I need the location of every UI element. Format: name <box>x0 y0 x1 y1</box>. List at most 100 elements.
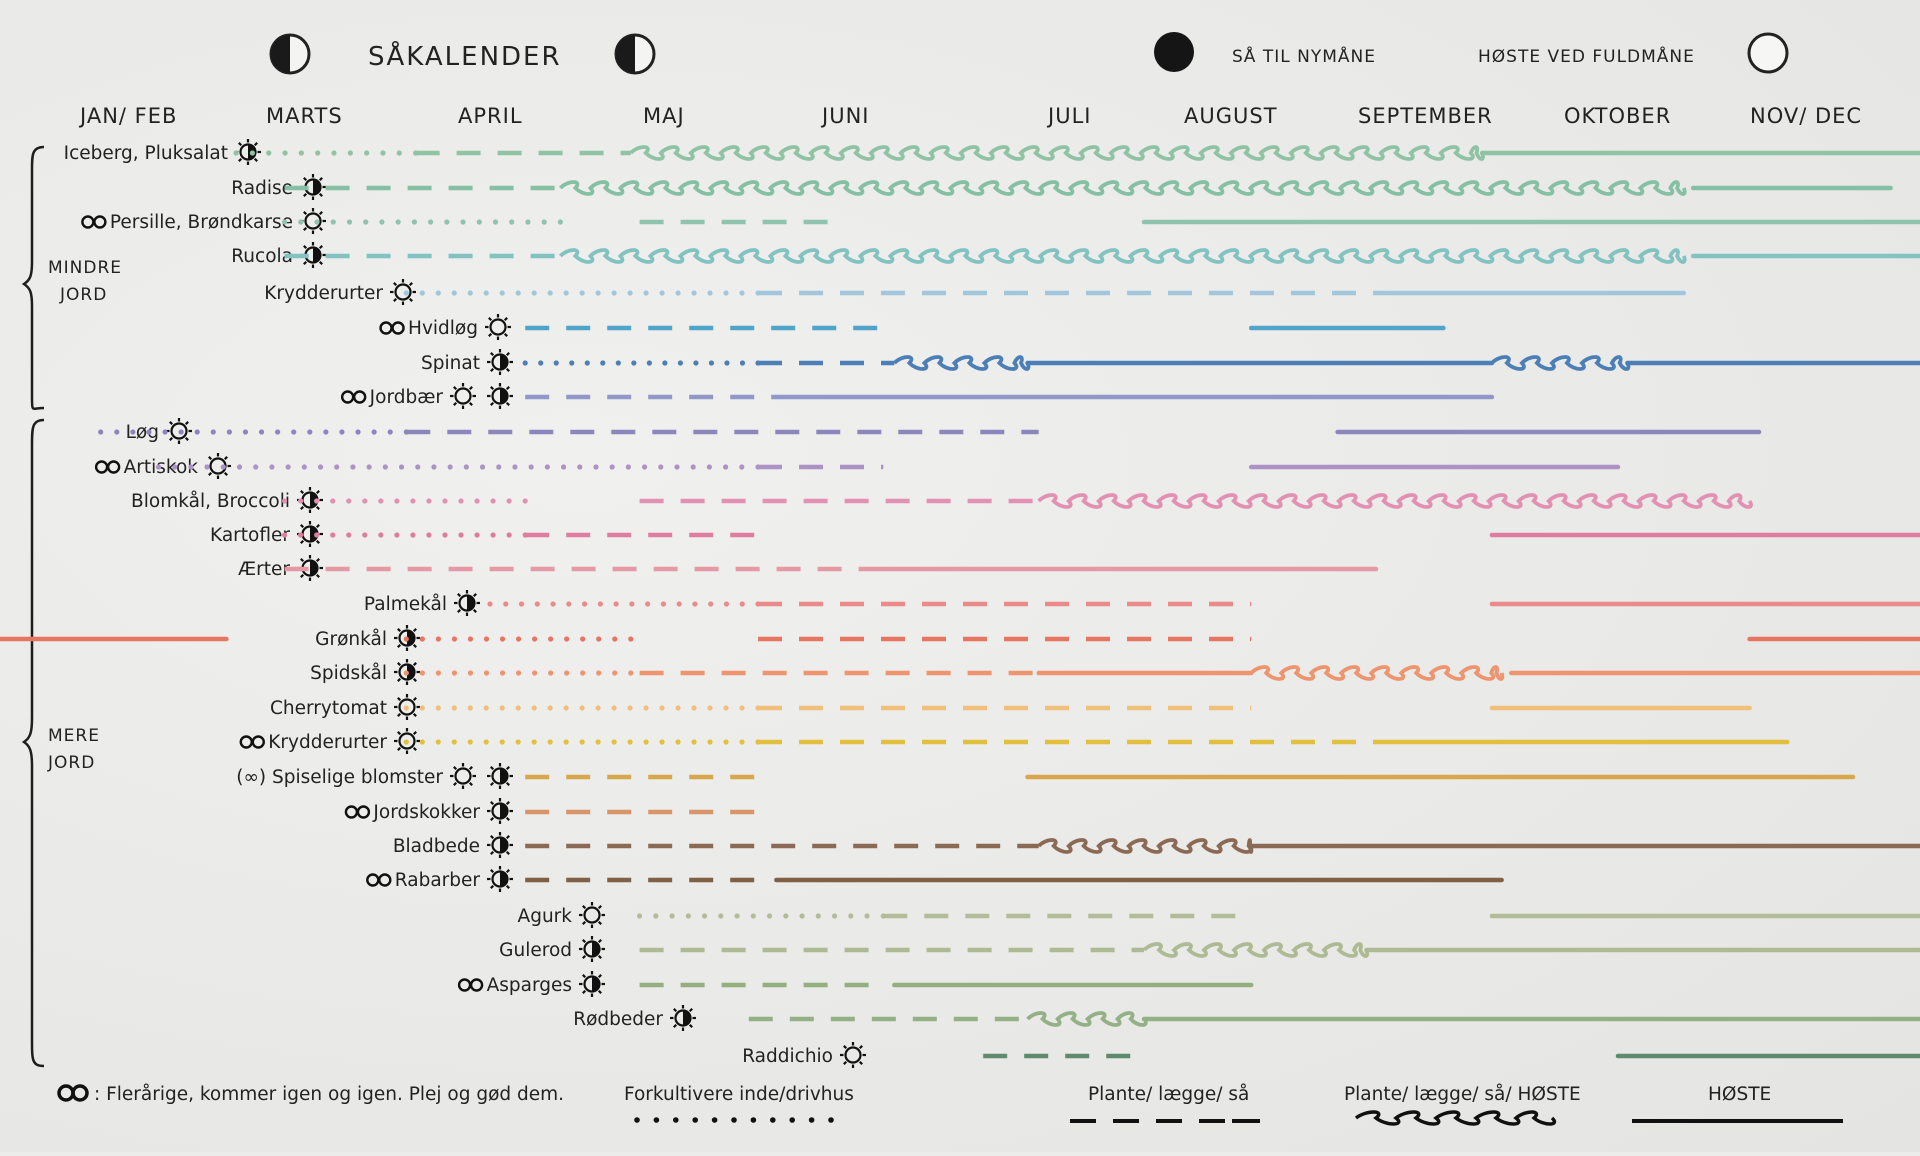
dot-mark <box>544 464 550 470</box>
dot-mark <box>490 532 496 538</box>
moon-sun-icon <box>670 1005 696 1031</box>
dot-mark <box>395 219 401 225</box>
dot-mark <box>146 429 152 435</box>
dot-mark <box>723 290 729 296</box>
dot-mark <box>444 219 450 225</box>
dot-mark <box>315 150 321 156</box>
group-label: JORD <box>59 285 107 305</box>
dot-mark <box>831 913 838 919</box>
dot-mark <box>162 429 168 435</box>
sow-indoor-segment <box>522 360 761 366</box>
plant-label: Palmekål <box>364 594 447 615</box>
dot-mark <box>518 601 525 607</box>
dot-mark <box>467 290 473 296</box>
dot-mark <box>783 913 789 919</box>
dot-mark <box>708 360 715 366</box>
month-label: JULI <box>1046 104 1091 128</box>
group-label: JORD <box>47 753 95 773</box>
dot-mark <box>467 670 474 676</box>
month-label: NOV/ DEC <box>1750 104 1862 128</box>
dot-mark <box>660 601 667 607</box>
moon-sun-icon <box>487 832 513 858</box>
dot-mark <box>691 739 697 745</box>
dot-mark <box>541 219 547 225</box>
dot-mark <box>363 219 369 225</box>
dot-mark <box>362 498 368 504</box>
dot-mark <box>512 464 518 470</box>
indoor-legend-sample <box>634 1117 834 1123</box>
sow-indoor-segment <box>403 290 761 296</box>
dot-mark <box>522 360 528 366</box>
dot-mark <box>314 219 320 225</box>
moon-sun-icon <box>579 936 605 962</box>
dot-mark <box>506 498 512 504</box>
dot-mark <box>419 705 425 711</box>
sow-indoor-segment <box>282 219 564 225</box>
plant-row: Jordbær <box>340 383 1495 409</box>
sun-icon <box>390 279 416 305</box>
plant-label: Rabarber <box>395 870 481 891</box>
dot-mark <box>249 150 256 156</box>
plant-label: Krydderurter <box>264 283 383 304</box>
dot-mark <box>645 601 651 607</box>
dot-mark <box>646 360 652 366</box>
dot-mark <box>690 464 696 470</box>
group-brace <box>21 418 45 1068</box>
dot-mark <box>282 532 288 538</box>
dot-mark <box>226 429 232 435</box>
dot-mark <box>515 670 522 676</box>
perennial-icon <box>81 215 107 229</box>
dot-mark <box>643 739 649 745</box>
moon-sun-icon <box>300 174 326 200</box>
dot-mark <box>538 360 544 366</box>
sow-indoor-segment <box>403 670 634 676</box>
sun-icon <box>485 314 511 340</box>
plant-row: Asparges <box>457 971 1254 997</box>
plant-harvest-segment <box>559 180 1687 196</box>
dot-mark <box>194 429 200 435</box>
dot-mark <box>403 705 409 711</box>
dot-mark <box>673 1117 679 1123</box>
dot-mark <box>253 464 259 470</box>
plant-harvest-legend-sample <box>1354 1110 1556 1126</box>
dot-mark <box>483 636 490 642</box>
perennial-icon <box>366 873 392 887</box>
dot-mark <box>557 219 564 225</box>
plant-row: Iceberg, Pluksalat <box>64 139 1920 165</box>
dot-mark <box>426 532 432 538</box>
dot-mark <box>483 670 490 676</box>
dot-mark <box>483 290 489 296</box>
dot-mark <box>155 464 162 470</box>
dot-mark <box>515 739 521 745</box>
dot-mark <box>739 464 745 470</box>
dot-mark <box>442 532 448 538</box>
dot-mark <box>815 913 821 919</box>
dot-mark <box>204 464 210 470</box>
full-moon-icon <box>1747 32 1789 74</box>
dot-mark <box>628 636 634 642</box>
dot-mark <box>613 601 619 607</box>
dot-mark <box>566 601 572 607</box>
plant-harvest-segment <box>1037 838 1254 854</box>
dot-mark <box>431 464 437 470</box>
dot-mark <box>499 670 506 676</box>
dot-mark <box>550 601 556 607</box>
sun-icon <box>394 694 420 720</box>
plant-label: Kartofler <box>210 525 290 546</box>
dot-mark <box>266 150 272 156</box>
dot-mark <box>130 429 136 435</box>
dot-mark <box>706 464 712 470</box>
dot-mark <box>691 290 697 296</box>
dot-mark <box>627 290 633 296</box>
dot-mark <box>563 739 569 745</box>
dot-mark <box>398 464 405 470</box>
moon-sun-icon <box>487 349 513 375</box>
dot-mark <box>722 464 729 470</box>
dot-mark <box>347 150 353 156</box>
dot-mark <box>675 705 681 711</box>
half-moon-icon <box>614 33 656 75</box>
dot-mark <box>451 636 458 642</box>
dot-mark <box>653 913 659 919</box>
dot-mark <box>403 636 409 642</box>
dot-mark <box>799 913 805 919</box>
